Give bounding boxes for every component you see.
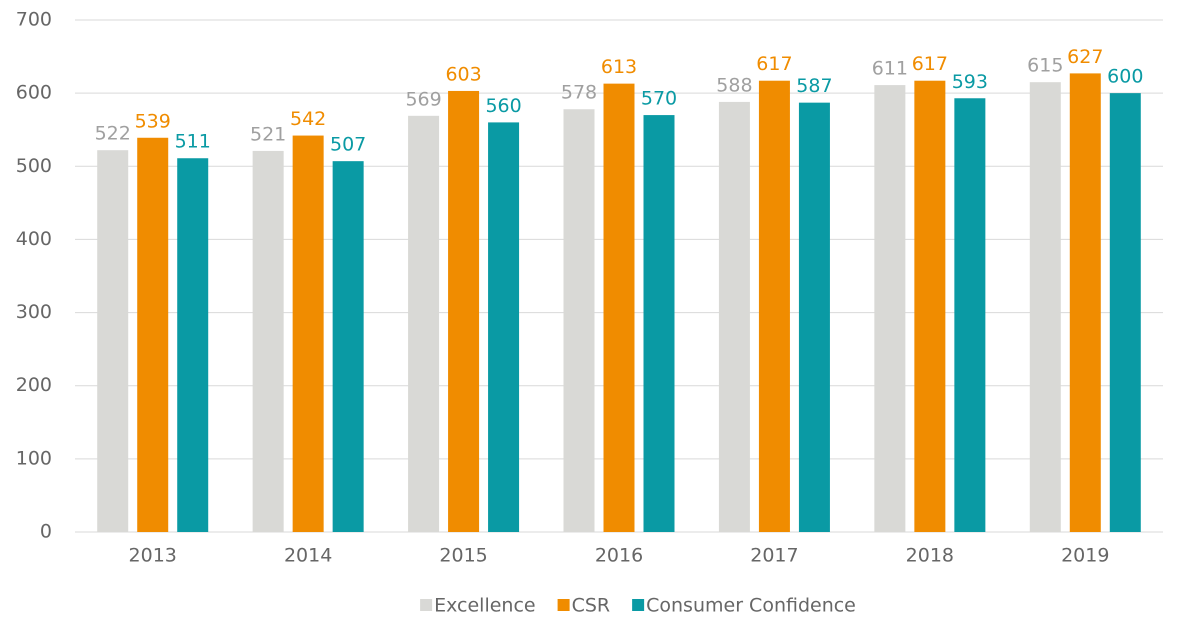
x-tick-label: 2017	[750, 545, 798, 567]
bar	[798, 102, 830, 532]
data-label: 587	[796, 75, 832, 97]
x-tick-label: 2015	[439, 545, 487, 567]
y-tick-label: 600	[16, 82, 52, 104]
bar	[488, 122, 520, 533]
data-label: 613	[601, 56, 637, 78]
y-tick-label: 100	[16, 447, 52, 469]
bar	[758, 80, 790, 533]
bar	[563, 109, 595, 532]
bar	[408, 115, 440, 533]
data-label: 611	[872, 58, 908, 80]
data-label: 507	[330, 134, 366, 156]
x-tick-label: 2013	[129, 545, 177, 567]
x-tick-label: 2018	[906, 545, 954, 567]
data-label: 560	[485, 95, 521, 117]
data-label: 570	[641, 88, 677, 110]
data-label: 615	[1027, 55, 1063, 77]
data-label: 600	[1107, 66, 1143, 88]
x-tick-label: 2016	[595, 545, 643, 567]
bar	[332, 161, 364, 532]
bar	[1069, 73, 1101, 532]
data-label: 542	[290, 108, 326, 130]
y-tick-label: 200	[16, 374, 52, 396]
y-tick-label: 700	[16, 9, 52, 31]
data-label: 617	[756, 53, 792, 75]
bar	[97, 150, 129, 533]
bar	[718, 101, 750, 533]
bar	[252, 150, 284, 532]
data-label: 588	[716, 74, 752, 96]
bar	[874, 85, 906, 533]
data-label: 617	[912, 53, 948, 75]
y-tick-label: 400	[16, 228, 52, 250]
bar	[643, 115, 675, 532]
y-tick-label: 300	[16, 301, 52, 323]
legend-label: CSR	[572, 595, 611, 617]
legend-label: Consumer Confidence	[646, 595, 856, 617]
legend-swatch	[632, 599, 645, 611]
data-label: 569	[405, 88, 441, 110]
bar	[292, 135, 324, 532]
bar	[914, 80, 946, 533]
bar	[177, 158, 209, 533]
data-label: 627	[1067, 46, 1103, 68]
bar	[1109, 93, 1141, 533]
data-label: 511	[175, 131, 211, 153]
legend-swatch	[557, 599, 570, 611]
x-tick-label: 2019	[1061, 545, 1109, 567]
x-tick-label: 2014	[284, 545, 332, 567]
y-tick-label: 500	[16, 155, 52, 177]
data-label: 578	[561, 82, 597, 104]
data-label: 522	[95, 123, 131, 145]
bar	[448, 90, 480, 532]
bar	[1029, 82, 1061, 533]
y-tick-label: 0	[40, 521, 52, 543]
bar	[954, 98, 986, 533]
data-label: 593	[952, 71, 988, 93]
bar	[137, 137, 169, 532]
data-label: 539	[135, 110, 171, 132]
data-label: 521	[250, 123, 286, 145]
legend-swatch	[420, 599, 433, 611]
data-label: 603	[445, 63, 481, 85]
legend-label: Excellence	[434, 595, 535, 617]
bar	[603, 83, 635, 533]
